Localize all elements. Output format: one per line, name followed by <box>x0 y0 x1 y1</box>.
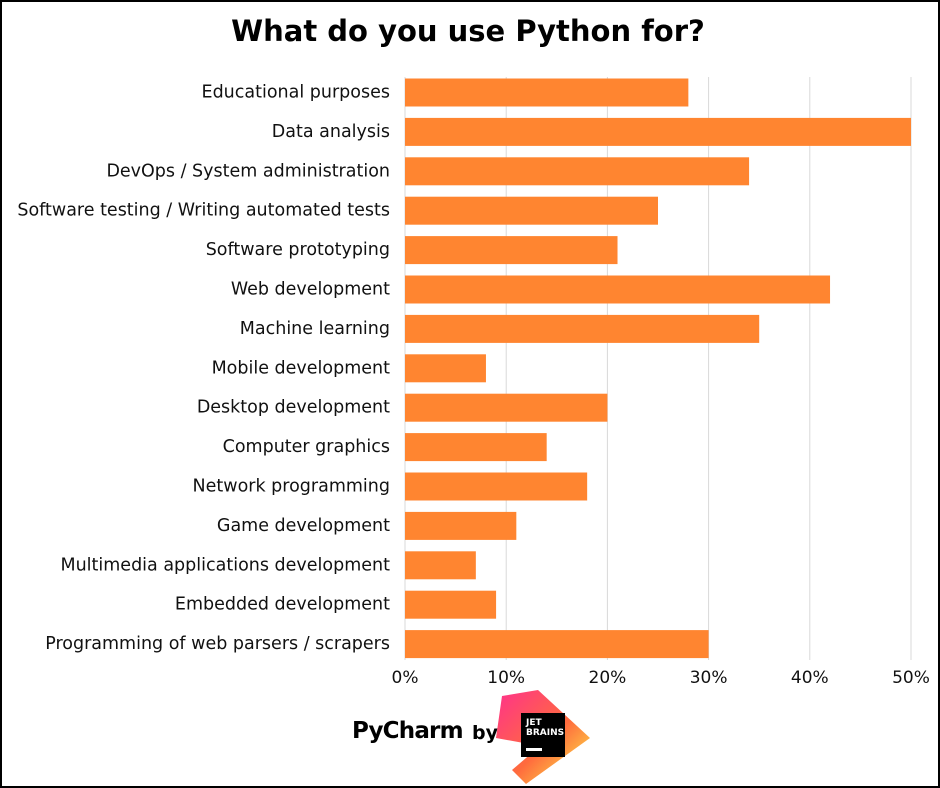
tick-label-3: 30% <box>690 668 728 688</box>
bar-3 <box>405 196 658 225</box>
tick-label-0: 0% <box>392 668 419 688</box>
by-text: by <box>472 722 498 744</box>
category-label-9: Computer graphics <box>223 437 390 457</box>
bar-9 <box>405 433 547 462</box>
pycharm-wordmark: PyCharm <box>352 718 464 744</box>
category-label-12: Multimedia applications development <box>60 555 390 575</box>
bar-2 <box>405 157 750 186</box>
category-label-11: Game development <box>217 516 390 536</box>
bars <box>405 78 911 659</box>
bar-11 <box>405 511 517 540</box>
category-label-6: Machine learning <box>240 319 390 339</box>
category-label-8: Desktop development <box>197 398 390 418</box>
chart-title: What do you use Python for? <box>231 14 705 48</box>
category-label-4: Software prototyping <box>206 240 390 260</box>
bar-chart: Educational purposes Data analysis DevOps … <box>17 77 930 688</box>
tick-label-1: 10% <box>487 668 525 688</box>
bar-5 <box>405 275 831 304</box>
bar-4 <box>405 236 618 265</box>
bar-12 <box>405 551 476 580</box>
tick-label-5: 50% <box>892 668 930 688</box>
category-label-3: Software testing / Writing automated tes… <box>17 201 390 221</box>
bar-8 <box>405 393 608 422</box>
bar-14 <box>405 630 709 659</box>
category-label-7: Mobile development <box>212 358 391 378</box>
bar-7 <box>405 354 486 383</box>
tick-label-2: 20% <box>589 668 627 688</box>
brand-footer: PyCharm by JET BRAINS <box>352 690 602 785</box>
category-label-10: Network programming <box>193 477 390 497</box>
jetbrains-logo-text-2: BRAINS <box>526 728 564 738</box>
bar-13 <box>405 590 497 619</box>
tick-label-4: 40% <box>791 668 829 688</box>
category-label-2: DevOps / System administration <box>106 161 390 181</box>
category-label-13: Embedded development <box>175 595 390 615</box>
bar-0 <box>405 78 689 107</box>
jetbrains-logo-icon: JET BRAINS <box>496 690 590 784</box>
category-label-14: Programming of web parsers / scrapers <box>45 634 390 654</box>
jetbrains-logo-text-1: JET <box>525 718 542 728</box>
tick-labels: 0% 10% 20% 30% 40% 50% <box>392 668 930 688</box>
category-label-1: Data analysis <box>272 122 390 142</box>
category-label-5: Web development <box>231 280 390 300</box>
bar-6 <box>405 314 760 343</box>
bar-1 <box>405 117 911 146</box>
bar-10 <box>405 472 588 501</box>
category-labels: Educational purposes Data analysis DevOps … <box>17 83 390 655</box>
category-label-0: Educational purposes <box>202 83 390 103</box>
